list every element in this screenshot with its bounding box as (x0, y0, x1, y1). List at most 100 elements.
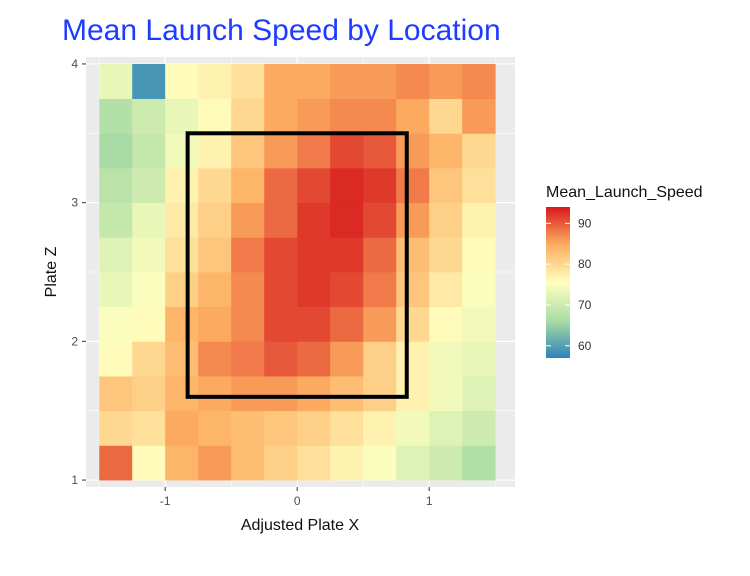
heatmap-cell (429, 98, 463, 134)
heatmap-cell (429, 133, 463, 169)
heatmap-cell (132, 202, 166, 238)
x-tick-label: 0 (294, 494, 301, 508)
heatmap-cell (396, 376, 430, 412)
heatmap-cell (264, 341, 298, 377)
heatmap-cell (231, 98, 265, 134)
x-axis-title: Adjusted Plate X (241, 517, 360, 534)
heatmap-cell (99, 98, 133, 134)
heatmap-cell (462, 306, 496, 342)
chart-title: Mean Launch Speed by Location (62, 14, 501, 47)
heatmap-cell (99, 237, 133, 273)
heatmap-cell (462, 202, 496, 238)
heatmap-cell (363, 410, 397, 446)
y-axis-title: Plate Z (43, 246, 60, 297)
heatmap-cell (330, 376, 364, 412)
heatmap-cell (297, 272, 331, 308)
heatmap-cell (132, 410, 166, 446)
heatmap-cell (165, 410, 199, 446)
heatmap-cell (462, 376, 496, 412)
heatmap-cell (396, 272, 430, 308)
heatmap-cell (165, 306, 199, 342)
heatmap-cell (363, 133, 397, 169)
heatmap-cell (264, 63, 298, 100)
heatmap-cell (198, 341, 232, 377)
heatmap-cell (363, 167, 397, 204)
heatmap-cell (132, 133, 166, 169)
heatmap-cell (198, 167, 232, 204)
heatmap-cell (231, 63, 265, 100)
y-tick-label: 1 (71, 473, 78, 487)
heatmap-cell (396, 341, 430, 377)
heatmap-cell (165, 98, 199, 134)
heatmap-cell (99, 341, 133, 377)
heatmap-cell (99, 272, 133, 308)
heatmap-cell (396, 98, 430, 134)
heatmap-cell (198, 410, 232, 446)
heatmap-cell (462, 167, 496, 204)
heatmap-cell (231, 341, 265, 377)
heatmap-cell (297, 98, 331, 134)
heatmap-cell (462, 98, 496, 134)
heatmap-cell (165, 202, 199, 238)
heatmap-cell (363, 306, 397, 342)
heatmap-cell (198, 133, 232, 169)
heatmap-cell (462, 63, 496, 100)
heatmap-cell (132, 98, 166, 134)
heatmap-cell (99, 306, 133, 342)
legend-colorbar (546, 207, 570, 358)
heatmap-cell (396, 410, 430, 446)
heatmap-cell (363, 63, 397, 100)
heatmap-cell (231, 167, 265, 204)
heatmap-cell (264, 237, 298, 273)
heatmap-cell (396, 167, 430, 204)
heatmap-cell (165, 376, 199, 412)
heatmap-cell (198, 202, 232, 238)
heatmap-cell (264, 272, 298, 308)
heatmap-cell (132, 341, 166, 377)
heatmap-cell (165, 63, 199, 100)
heatmap-cell (99, 410, 133, 446)
heatmap-cell (363, 98, 397, 134)
heatmap-cell (231, 237, 265, 273)
heatmap-cell (330, 237, 364, 273)
heatmap-cell (396, 445, 430, 481)
heatmap-cell (165, 133, 199, 169)
heatmap-cell (429, 341, 463, 377)
heatmap-cell (198, 98, 232, 134)
heatmap-cell (429, 410, 463, 446)
heatmap-cell (363, 237, 397, 273)
heatmap-cell (330, 63, 364, 100)
heatmap-cell (363, 445, 397, 481)
y-tick-label: 2 (71, 334, 78, 348)
x-axis-ticks: -1 0 1 (160, 487, 433, 508)
heatmap-cell (429, 202, 463, 238)
heatmap-cell (330, 410, 364, 446)
heatmap-cell (132, 376, 166, 412)
heatmap-cells (99, 63, 496, 481)
legend-tick-label: 90 (578, 216, 592, 230)
heatmap-cell (264, 202, 298, 238)
heatmap-cell (462, 272, 496, 308)
x-tick-label: -1 (160, 494, 171, 508)
heatmap-cell (198, 306, 232, 342)
heatmap-cell (231, 410, 265, 446)
heatmap-cell (429, 445, 463, 481)
heatmap-cell (132, 306, 166, 342)
heatmap-cell (462, 133, 496, 169)
heatmap-cell (297, 445, 331, 481)
heatmap-cell (462, 410, 496, 446)
y-tick-label: 3 (71, 196, 78, 210)
heatmap-cell (264, 445, 298, 481)
heatmap-cell (429, 376, 463, 412)
heatmap-cell (429, 237, 463, 273)
heatmap-cell (396, 133, 430, 169)
legend-tick-label: 80 (578, 257, 592, 271)
heatmap-cell (132, 445, 166, 481)
x-tick-label: 1 (426, 494, 433, 508)
heatmap-cell (297, 410, 331, 446)
heatmap-cell (363, 202, 397, 238)
strike-zone-layer (185, 131, 409, 399)
heatmap-cell (297, 63, 331, 100)
heatmap-cell (165, 237, 199, 273)
